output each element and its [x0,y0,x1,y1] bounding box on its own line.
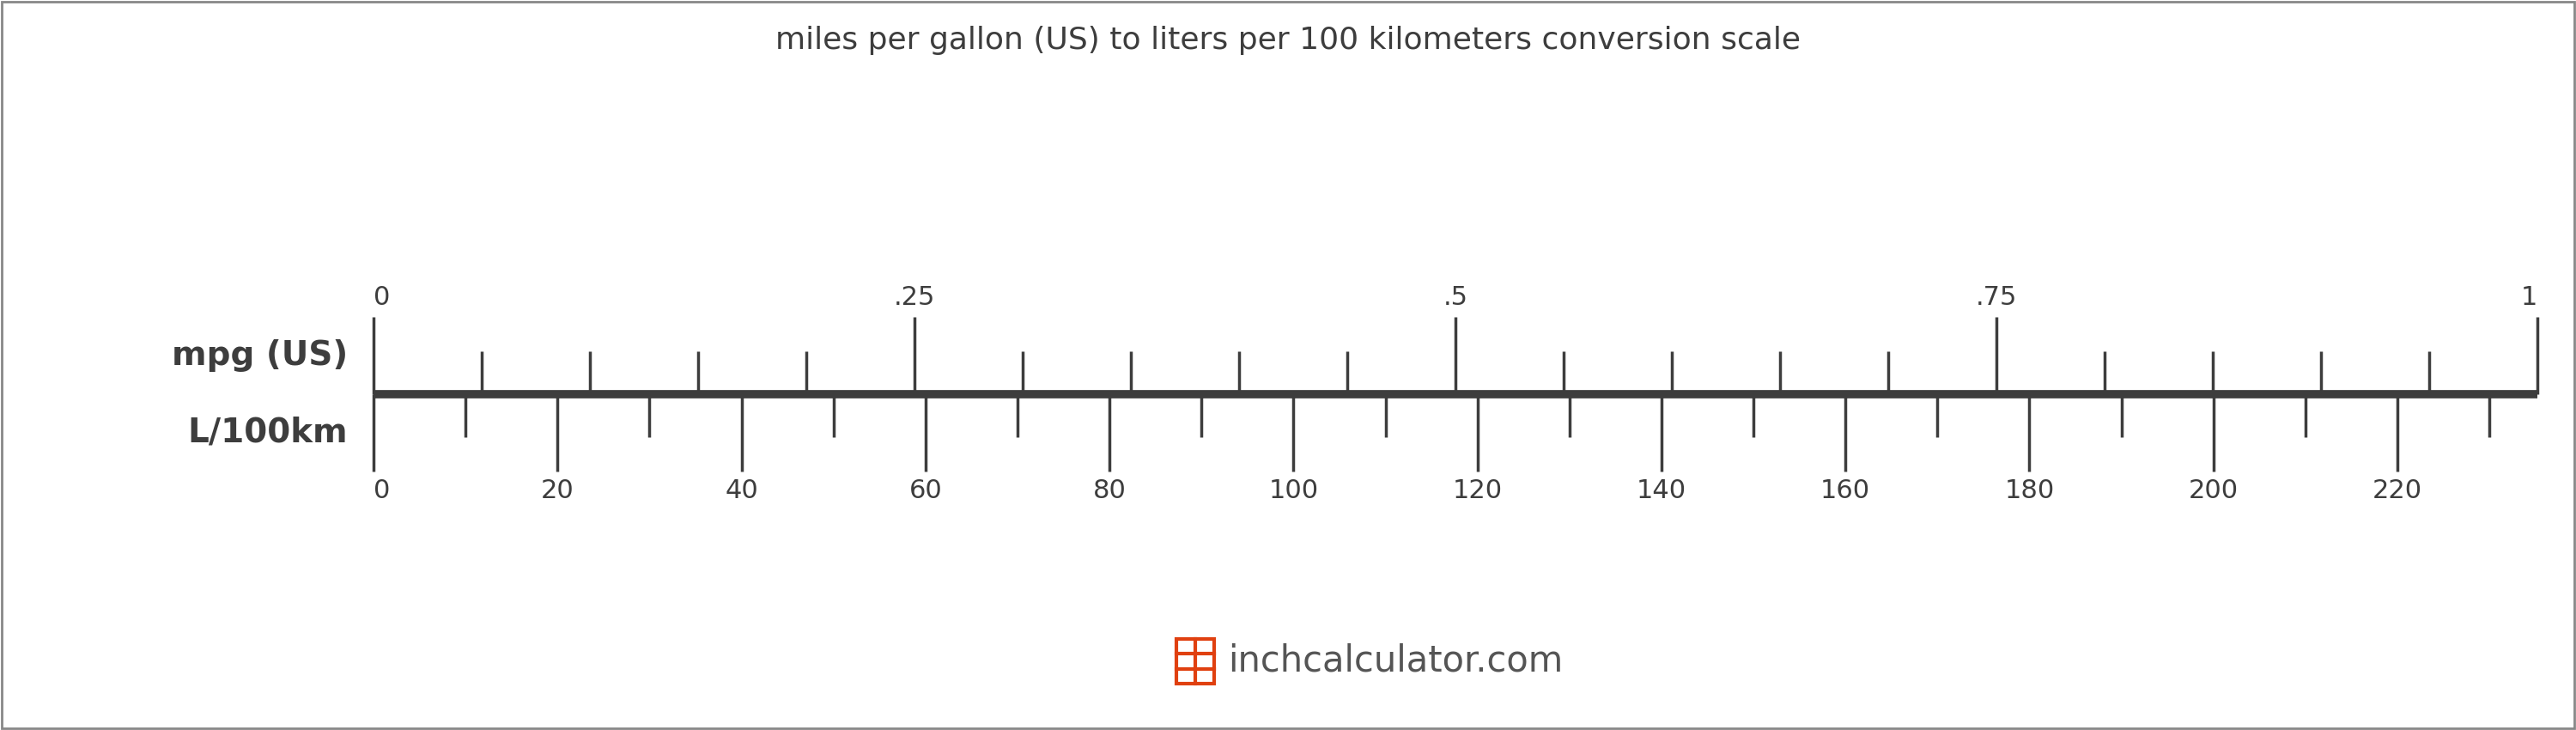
Text: 1: 1 [2522,285,2537,310]
Text: miles per gallon (US) to liters per 100 kilometers conversion scale: miles per gallon (US) to liters per 100 … [775,26,1801,55]
Text: 200: 200 [2190,478,2239,503]
Text: .25: .25 [894,285,935,310]
Text: .5: .5 [1443,285,1468,310]
Text: 120: 120 [1453,478,1502,503]
Text: 180: 180 [2004,478,2056,503]
Text: 0: 0 [374,285,389,310]
Bar [1177,639,1213,683]
Text: 220: 220 [2372,478,2421,503]
Text: 160: 160 [1821,478,1870,503]
Text: 60: 60 [909,478,943,503]
Text: 100: 100 [1267,478,1319,503]
Text: .75: .75 [1976,285,2017,310]
Text: inchcalculator.com: inchcalculator.com [1229,643,1564,680]
Text: 80: 80 [1092,478,1126,503]
Text: mpg (US): mpg (US) [173,339,348,372]
Text: 140: 140 [1636,478,1687,503]
Text: 0: 0 [374,478,389,503]
Text: 40: 40 [724,478,757,503]
Text: 20: 20 [541,478,574,503]
Text: L/100km: L/100km [188,417,348,449]
